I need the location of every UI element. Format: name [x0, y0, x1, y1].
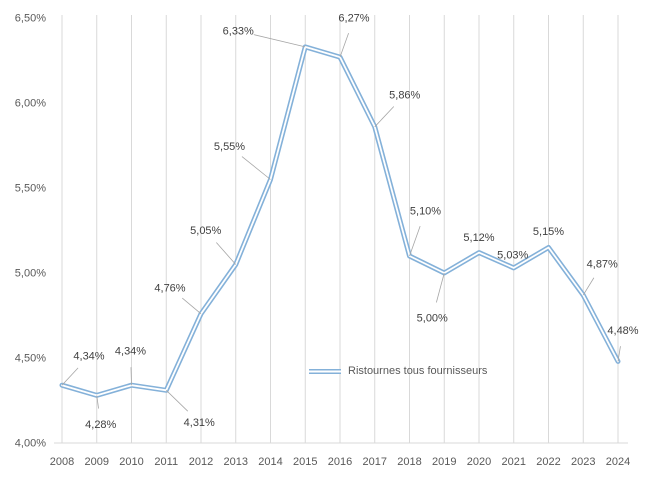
data-label: 4,34%: [73, 351, 104, 363]
data-label: 5,55%: [214, 141, 245, 153]
leader-line: [435, 272, 445, 303]
data-label: 5,15%: [533, 226, 564, 238]
x-axis-label: 2011: [154, 456, 178, 468]
y-axis-label: 6,50%: [15, 13, 46, 25]
data-label: 5,00%: [417, 313, 448, 325]
x-axis-label: 2021: [502, 456, 526, 468]
leader-line: [61, 367, 79, 386]
x-axis-label: 2008: [50, 456, 74, 468]
data-label: 6,33%: [223, 25, 254, 37]
legend: Ristournes tous fournisseurs: [309, 364, 487, 378]
data-label: 5,03%: [497, 249, 528, 261]
leader-line: [617, 346, 621, 362]
x-axis-label: 2016: [328, 456, 352, 468]
leader-line: [339, 33, 349, 58]
x-axis-label: 2014: [258, 456, 282, 468]
x-axis-label: 2010: [119, 456, 143, 468]
data-label: 5,05%: [190, 225, 221, 237]
y-axis-label: 4,50%: [15, 353, 46, 365]
data-label: 4,48%: [607, 325, 638, 337]
x-axis-label: 2024: [606, 456, 630, 468]
y-axis-label: 6,00%: [15, 98, 46, 110]
leader-line: [165, 390, 189, 412]
data-label: 4,87%: [587, 259, 618, 271]
legend-label: Ristournes tous fournisseurs: [348, 365, 488, 377]
legend-line-swatch: [309, 368, 341, 374]
data-label: 6,27%: [338, 13, 369, 25]
leader-line: [182, 297, 202, 315]
y-axis-label: 5,50%: [15, 183, 46, 195]
leader-line: [582, 277, 595, 296]
x-axis-label: 2012: [189, 456, 213, 468]
data-label: 4,34%: [115, 346, 146, 358]
data-label: 5,86%: [389, 89, 420, 101]
x-axis-label: 2022: [536, 456, 560, 468]
data-label: 5,10%: [410, 206, 441, 218]
leader-line: [241, 156, 271, 180]
x-axis-label: 2013: [224, 456, 248, 468]
x-axis-label: 2020: [467, 456, 491, 468]
x-axis-label: 2017: [363, 456, 387, 468]
x-axis-label: 2018: [397, 456, 421, 468]
leader-line: [253, 34, 306, 48]
leader-line: [216, 242, 237, 265]
y-axis-label: 4,00%: [15, 438, 46, 450]
y-axis-label: 5,00%: [15, 268, 46, 280]
leader-line: [130, 367, 132, 386]
x-axis-label: 2023: [571, 456, 595, 468]
data-label: 4,76%: [154, 282, 185, 294]
leader-line: [409, 225, 421, 257]
leader-line: [374, 106, 395, 128]
leader-line: [96, 395, 99, 409]
x-axis-label: 2019: [432, 456, 456, 468]
data-label: 4,28%: [85, 419, 116, 431]
x-axis-label: 2015: [293, 456, 317, 468]
data-label: 5,12%: [463, 232, 494, 244]
x-axis-label: 2009: [85, 456, 109, 468]
data-label: 4,31%: [184, 417, 215, 429]
